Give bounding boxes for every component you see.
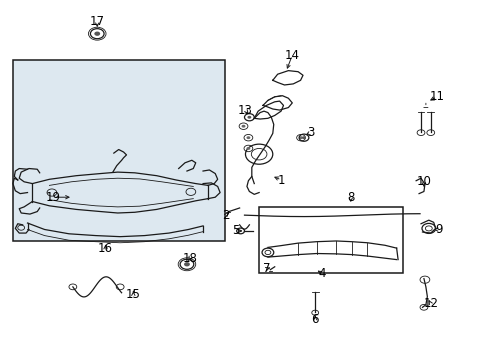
Text: 8: 8 bbox=[346, 191, 354, 204]
Text: 17: 17 bbox=[90, 15, 104, 28]
Circle shape bbox=[299, 136, 303, 139]
Bar bbox=[259, 207, 402, 273]
Circle shape bbox=[246, 136, 250, 139]
Text: 11: 11 bbox=[429, 90, 444, 103]
Text: 7: 7 bbox=[262, 262, 270, 275]
Text: 16: 16 bbox=[98, 242, 113, 255]
Bar bbox=[13, 60, 224, 241]
Text: 13: 13 bbox=[238, 104, 252, 117]
Circle shape bbox=[247, 116, 251, 119]
Text: 2: 2 bbox=[222, 209, 229, 222]
Text: 19: 19 bbox=[46, 191, 61, 204]
Text: 4: 4 bbox=[318, 267, 325, 280]
Text: 15: 15 bbox=[125, 288, 141, 301]
Text: 5: 5 bbox=[232, 224, 239, 238]
Text: 3: 3 bbox=[306, 126, 314, 139]
Text: 1: 1 bbox=[277, 174, 285, 186]
Text: 12: 12 bbox=[423, 297, 437, 310]
Text: 18: 18 bbox=[182, 252, 197, 265]
Circle shape bbox=[246, 147, 250, 150]
Text: 14: 14 bbox=[284, 49, 299, 62]
Circle shape bbox=[183, 262, 189, 266]
Text: 10: 10 bbox=[416, 175, 430, 188]
Circle shape bbox=[94, 32, 100, 36]
Text: 6: 6 bbox=[311, 312, 318, 326]
Circle shape bbox=[241, 125, 245, 128]
Text: 9: 9 bbox=[434, 223, 442, 236]
Circle shape bbox=[302, 136, 305, 139]
